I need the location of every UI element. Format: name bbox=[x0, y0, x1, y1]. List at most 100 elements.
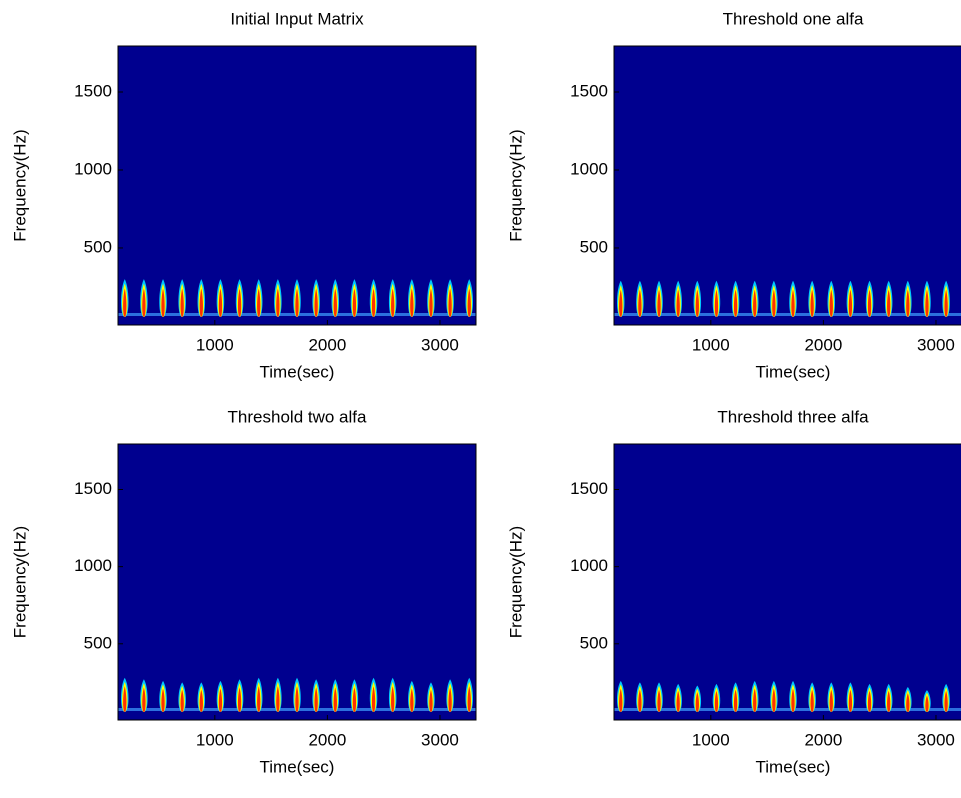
pulse bbox=[655, 682, 663, 712]
pulse bbox=[350, 279, 359, 317]
pulse-layer bbox=[448, 687, 452, 712]
pulse-layer bbox=[810, 289, 814, 317]
pulse bbox=[274, 279, 282, 317]
pulse-layer bbox=[410, 688, 414, 712]
pulse bbox=[216, 279, 225, 317]
pulse-layer bbox=[714, 289, 719, 317]
pulse bbox=[140, 679, 148, 712]
pulse bbox=[254, 677, 263, 712]
pulse bbox=[904, 280, 912, 317]
pulse bbox=[904, 686, 912, 712]
plot-frame bbox=[613, 45, 961, 326]
pulse-layer bbox=[944, 289, 948, 317]
y-tick-label: 500 bbox=[84, 237, 112, 256]
pulse bbox=[884, 683, 893, 712]
pulse bbox=[655, 280, 663, 317]
pulse bbox=[197, 279, 206, 317]
pulse-layer bbox=[295, 288, 299, 317]
pulse bbox=[617, 280, 625, 317]
pulse-layer bbox=[218, 688, 223, 712]
y-tick-label: 1000 bbox=[74, 556, 112, 575]
pulse-layer bbox=[218, 288, 223, 317]
y-tick-label: 1500 bbox=[74, 479, 112, 498]
x-tick-label: 2000 bbox=[804, 335, 842, 354]
plot-area bbox=[614, 46, 961, 325]
pulse bbox=[312, 279, 320, 317]
pulse-layer bbox=[906, 693, 910, 712]
pulse bbox=[408, 680, 416, 712]
pulse-layer bbox=[925, 289, 929, 317]
pulse-layer bbox=[791, 289, 795, 317]
pulse bbox=[159, 279, 167, 317]
pulse-layer bbox=[276, 686, 280, 712]
pulse-layer bbox=[429, 288, 433, 317]
pulse bbox=[274, 677, 282, 712]
pulse bbox=[617, 680, 625, 712]
x-tick-label: 2000 bbox=[308, 730, 346, 749]
pulse bbox=[636, 280, 644, 317]
pulse bbox=[408, 279, 416, 317]
y-axis-label: Frequency(Hz) bbox=[10, 129, 29, 241]
pulse bbox=[427, 279, 435, 317]
pulse-layer bbox=[371, 288, 376, 317]
pulse-layer bbox=[829, 289, 833, 317]
pulse bbox=[808, 280, 816, 317]
pulse-layer bbox=[714, 690, 719, 712]
pulse-layer bbox=[257, 686, 261, 712]
pulse-layer bbox=[314, 288, 318, 317]
pulse-layer bbox=[352, 288, 357, 317]
x-tick-label: 2000 bbox=[804, 730, 842, 749]
chart-title: Initial Input Matrix bbox=[230, 9, 364, 28]
pulse bbox=[827, 682, 836, 712]
subplot: 500 1000 1500 1000 2000 3000 Time(sec) Frequenc… bbox=[506, 9, 961, 381]
pulse bbox=[465, 677, 473, 712]
pulse-layer bbox=[906, 289, 910, 317]
y-tick-label: 1500 bbox=[570, 479, 608, 498]
pulse-layer bbox=[237, 288, 242, 317]
pulse bbox=[216, 680, 225, 712]
pulse-layer bbox=[429, 689, 433, 712]
pulse-layer bbox=[333, 687, 337, 712]
x-axis-label: Time(sec) bbox=[260, 757, 335, 776]
x-tick-label: 3000 bbox=[421, 335, 459, 354]
pulse bbox=[197, 682, 206, 712]
x-tick-label: 3000 bbox=[421, 730, 459, 749]
pulse bbox=[140, 279, 148, 317]
pulse-layer bbox=[371, 686, 376, 712]
plot-frame bbox=[117, 443, 477, 721]
pulse-layer bbox=[676, 289, 680, 317]
pulse-layer bbox=[619, 688, 623, 712]
x-tick-label: 1000 bbox=[692, 335, 730, 354]
pulse bbox=[750, 680, 759, 712]
pulse bbox=[808, 682, 816, 712]
pulse bbox=[693, 280, 702, 317]
pulse-layer bbox=[638, 689, 642, 712]
plot-area bbox=[118, 46, 476, 325]
pulse-layer bbox=[180, 288, 184, 317]
pulse bbox=[159, 680, 167, 712]
pulse-layer bbox=[161, 288, 165, 317]
x-tick-label: 1000 bbox=[196, 335, 234, 354]
y-tick-label: 500 bbox=[580, 237, 608, 256]
pulse-layer bbox=[848, 289, 853, 317]
pulse-layer bbox=[391, 288, 395, 317]
base-band bbox=[614, 313, 961, 316]
y-tick-label: 1000 bbox=[74, 159, 112, 178]
pulse-layer bbox=[123, 288, 127, 317]
pulse bbox=[846, 280, 855, 317]
pulse bbox=[942, 280, 950, 317]
x-axis-label: Time(sec) bbox=[260, 362, 335, 381]
pulse bbox=[178, 682, 186, 712]
pulse bbox=[121, 279, 129, 317]
pulse bbox=[254, 279, 263, 317]
pulse bbox=[121, 677, 129, 712]
chart-title: Threshold two alfa bbox=[228, 407, 367, 426]
pulse-layer bbox=[657, 289, 661, 317]
pulse-layer bbox=[753, 289, 757, 317]
pulse-layer bbox=[695, 692, 699, 712]
pulse bbox=[293, 677, 301, 712]
pulse-layer bbox=[467, 686, 471, 712]
pulse bbox=[923, 690, 931, 712]
x-tick-label: 3000 bbox=[917, 335, 955, 354]
